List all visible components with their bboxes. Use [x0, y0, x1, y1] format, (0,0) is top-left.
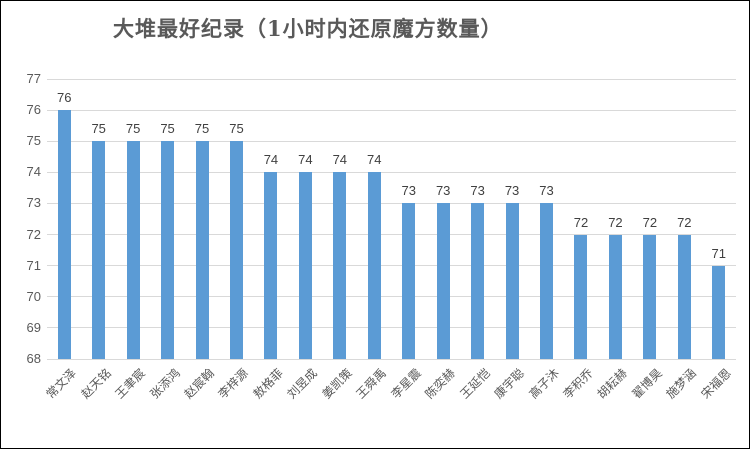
- gridline: [47, 327, 736, 329]
- gridline: [47, 296, 736, 298]
- bar: [264, 172, 278, 359]
- y-tick-label: 74: [26, 164, 41, 180]
- bar: [608, 234, 622, 359]
- gridline: [47, 358, 736, 360]
- bar: [505, 203, 519, 359]
- bar-value-label: 72: [573, 214, 589, 230]
- bar-value-label: 74: [367, 152, 382, 168]
- y-tick-label: 77: [26, 71, 41, 86]
- y-tick-label: 72: [26, 226, 41, 242]
- bar-value-label: 75: [229, 121, 244, 137]
- bar: [126, 141, 140, 359]
- bar-value-label: 72: [608, 214, 623, 230]
- bar-value-label: 74: [332, 152, 348, 168]
- bar: [333, 172, 347, 359]
- y-tick-label: 71: [26, 257, 41, 273]
- bar: [471, 203, 485, 359]
- bar-value-label: 72: [677, 214, 692, 230]
- bar-value-label: 73: [401, 183, 416, 199]
- gridline: [47, 78, 736, 80]
- bar-value-label: 76: [56, 90, 72, 106]
- y-tick-label: 70: [26, 288, 41, 304]
- bar: [402, 203, 416, 359]
- bar-value-label: 72: [642, 214, 658, 230]
- bar: [195, 141, 209, 359]
- chart-title: 大堆最好纪录（1小时内还原魔方数量）: [113, 16, 503, 41]
- y-tick-label: 73: [26, 195, 41, 211]
- gridline: [47, 171, 736, 173]
- bar-value-label: 74: [298, 152, 313, 168]
- bar-value-label: 73: [470, 183, 485, 199]
- gridline: [47, 109, 736, 111]
- bar: [367, 172, 381, 359]
- bar: [712, 265, 726, 359]
- bar-value-label: 73: [435, 183, 451, 199]
- y-tick-label: 68: [26, 351, 41, 366]
- bar: [229, 141, 243, 359]
- bar: [92, 141, 106, 359]
- bar-value-label: 75: [125, 121, 141, 137]
- bar-value-label: 75: [91, 121, 106, 137]
- bar-value-label: 71: [711, 245, 726, 261]
- y-tick-label: 76: [26, 102, 41, 118]
- y-tick-label: 69: [26, 319, 41, 335]
- bar: [540, 203, 554, 359]
- gridline: [47, 140, 736, 142]
- gridline: [47, 202, 736, 204]
- bar-value-label: 75: [194, 121, 210, 137]
- bar: [161, 141, 175, 359]
- gridline: [47, 234, 736, 236]
- bar: [643, 234, 657, 359]
- bar: [298, 172, 312, 359]
- bar: [574, 234, 588, 359]
- bar-value-label: 75: [160, 121, 175, 137]
- y-tick-label: 75: [26, 133, 41, 149]
- bar-value-label: 74: [263, 152, 279, 168]
- bar: [436, 203, 450, 359]
- bar-value-label: 73: [504, 183, 520, 199]
- bar: [57, 110, 71, 359]
- bar: [677, 234, 691, 359]
- gridline: [47, 265, 736, 267]
- bar-value-label: 73: [539, 183, 554, 199]
